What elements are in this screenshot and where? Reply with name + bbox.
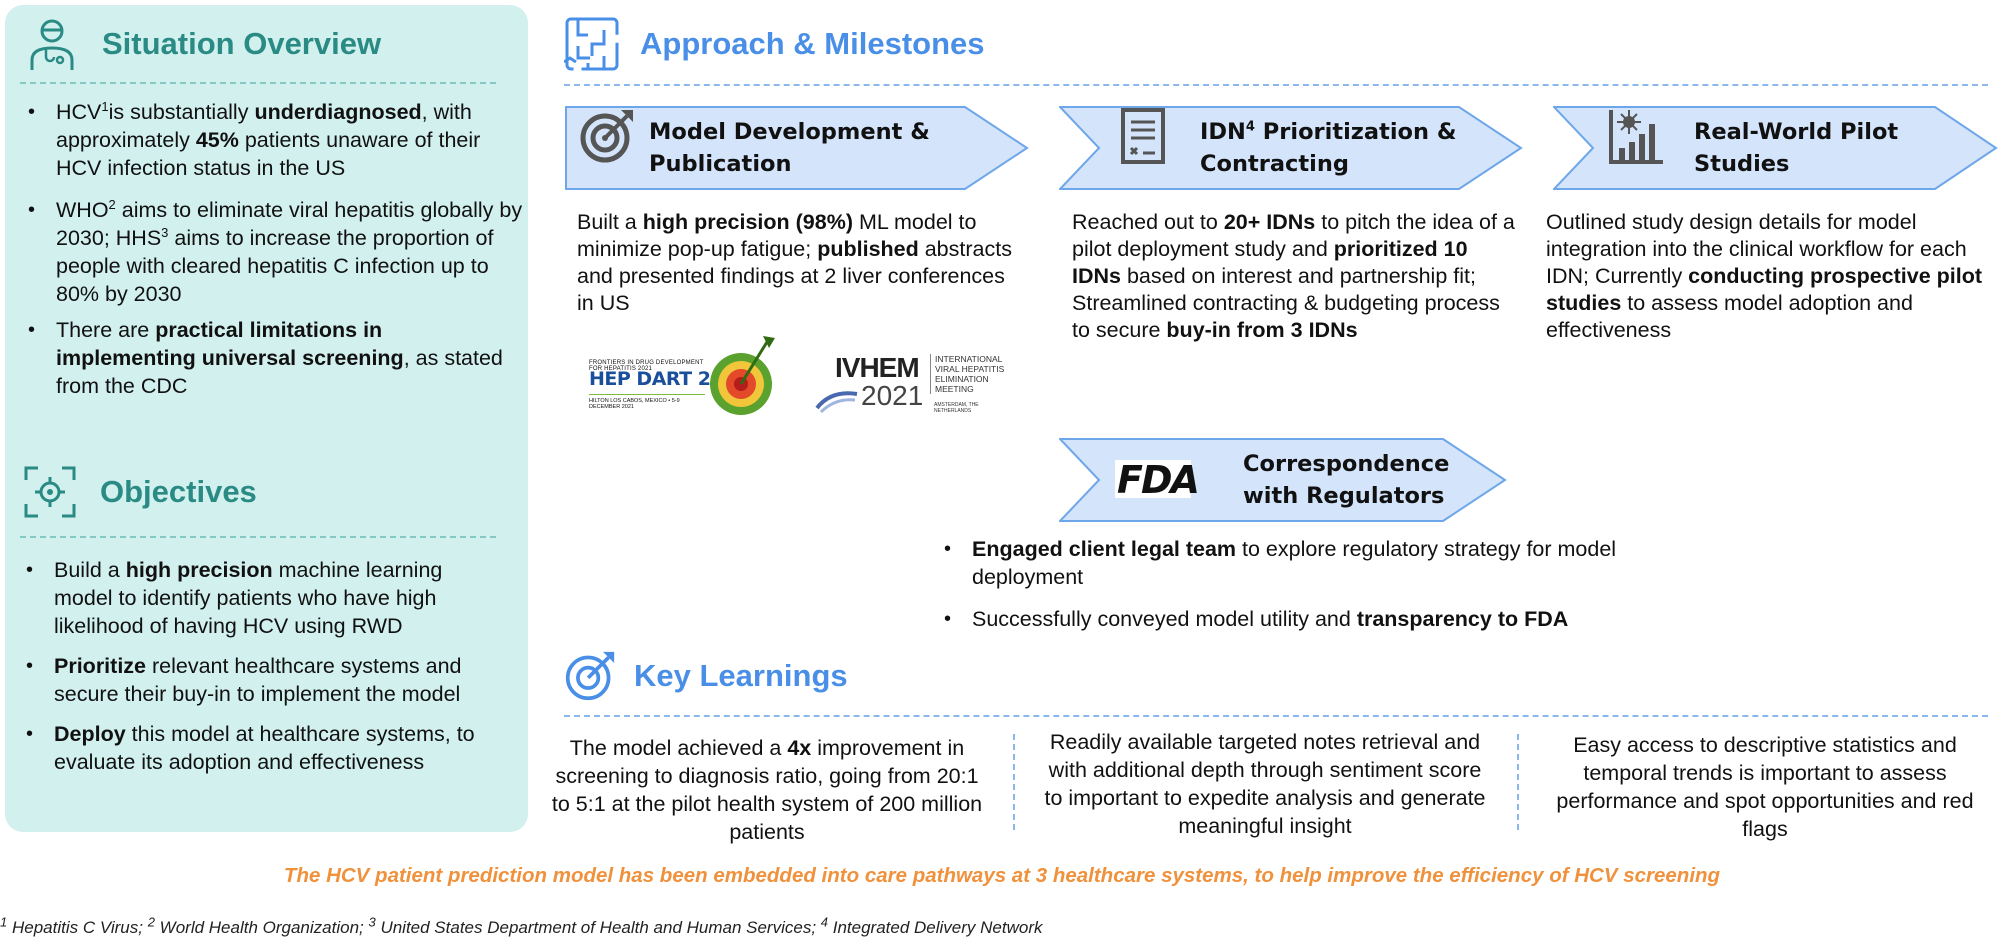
chevron-title-line1: IDN4 Prioritization & [1200,119,1457,145]
list-item: Engaged client legal team to explore reg… [940,535,1680,591]
conclusion-statement: The HCV patient prediction model has bee… [283,864,1721,887]
footnotes: 1 Hepatitis C Virus; 2 World Health Orga… [0,915,1043,938]
situation-header: Situation Overview [24,16,381,72]
dartboard-icon [710,336,775,415]
target-focus-icon [24,466,76,518]
chevron-title-regulators: Correspondence with Regulators [1243,448,1449,512]
chevron-title-line1: Correspondence [1243,451,1450,477]
footnote-text: Integrated Delivery Network [828,918,1043,937]
objectives-header: Objectives [22,464,257,520]
learning-separator [1013,734,1015,830]
list-item: WHO2 aims to eliminate viral hepatitis g… [24,196,524,308]
chevron-title-line2: with Regulators [1243,483,1445,509]
list-item: Prioritize relevant healthcare systems a… [22,652,502,708]
learning-separator [1517,734,1519,830]
target-arrow-icon [580,110,633,163]
step-description-pilot: Outlined study design details for model … [1546,210,1983,342]
target-arrow-icon [565,651,615,701]
learnings-divider [564,715,1988,717]
objectives-divider [20,536,496,538]
learnings-header: Key Learnings [564,650,848,702]
footnote-text: World Health Organization; [154,918,369,937]
list-item: HCV1is substantially underdiagnosed, wit… [24,98,524,182]
situation-divider [20,82,496,84]
doctor-icon [30,19,74,70]
fda-logo: FDA [1115,458,1200,502]
list-item: Successfully conveyed model utility and … [940,605,1680,633]
learnings-title: Key Learnings [634,658,848,693]
learning-item-statistics: Easy access to descriptive statistics an… [1556,733,1974,841]
situation-title: Situation Overview [102,26,382,61]
footnote-text: United States Department of Health and H… [375,918,821,937]
swoosh-icon [815,391,858,414]
ivhem-logo: IVHEM 2021 INTERNATIONAL VIRAL HEPATITIS… [815,352,1005,414]
chevron-model-development: Model Development & Publication [565,106,1029,190]
chevron-title-line1: Model Development & [649,119,930,145]
step-description-model: Built a high precision (98%) ML model to… [577,210,1012,315]
footnote-text: Hepatitis C Virus; [7,918,148,937]
chevron-title-line1: Real-World Pilot [1694,119,1899,145]
list-item: Build a high precision machine learning … [22,556,502,640]
chevron-idn-prioritization: IDN4 Prioritization & Contracting [1059,106,1523,190]
chevron-title-line2: Contracting [1200,151,1349,177]
bar-chart-virus-icon [1609,110,1663,164]
footnote-number: 1 [0,914,8,930]
step-description-idn: Reached out to 20+ IDNs to pitch the ide… [1072,210,1515,342]
list-item: Deploy this model at healthcare systems,… [22,720,502,776]
chevron-regulators: FDA Correspondence with Regulators [1059,438,1507,522]
learning-item-notes-retrieval: Readily available targeted notes retriev… [1044,730,1486,838]
chevron-title-idn: IDN4 Prioritization & Contracting [1200,116,1456,180]
contract-document-icon [1121,108,1165,164]
approach-title: Approach & Milestones [640,26,985,61]
objectives-list: Build a high precision machine learning … [22,556,502,776]
footnote-number: 3 [368,914,376,930]
situation-list: HCV1is substantially underdiagnosed, wit… [24,98,524,400]
chevron-title-model-development: Model Development & Publication [649,116,930,180]
learning-item-screening: The model achieved a 4x improvement in s… [551,736,983,844]
approach-header: Approach & Milestones [564,16,985,72]
chevron-title-pilot: Real-World Pilot Studies [1694,116,1898,180]
list-item: There are practical limitations in imple… [24,316,524,400]
footnote-number: 4 [820,914,829,930]
chevron-pilot-studies: Real-World Pilot Studies [1553,106,1998,190]
objectives-title: Objectives [100,474,257,509]
regulators-list: Engaged client legal team to explore reg… [940,535,1680,633]
approach-divider [564,84,1988,86]
hep-dart-logo: FRONTIERS IN DRUG DEVELOPMENT FOR HEPATI… [585,330,785,430]
chevron-title-line2: Studies [1694,151,1790,177]
chevron-title-line2: Publication [649,151,792,177]
footnote-number: 2 [147,914,155,930]
maze-icon [564,17,619,71]
